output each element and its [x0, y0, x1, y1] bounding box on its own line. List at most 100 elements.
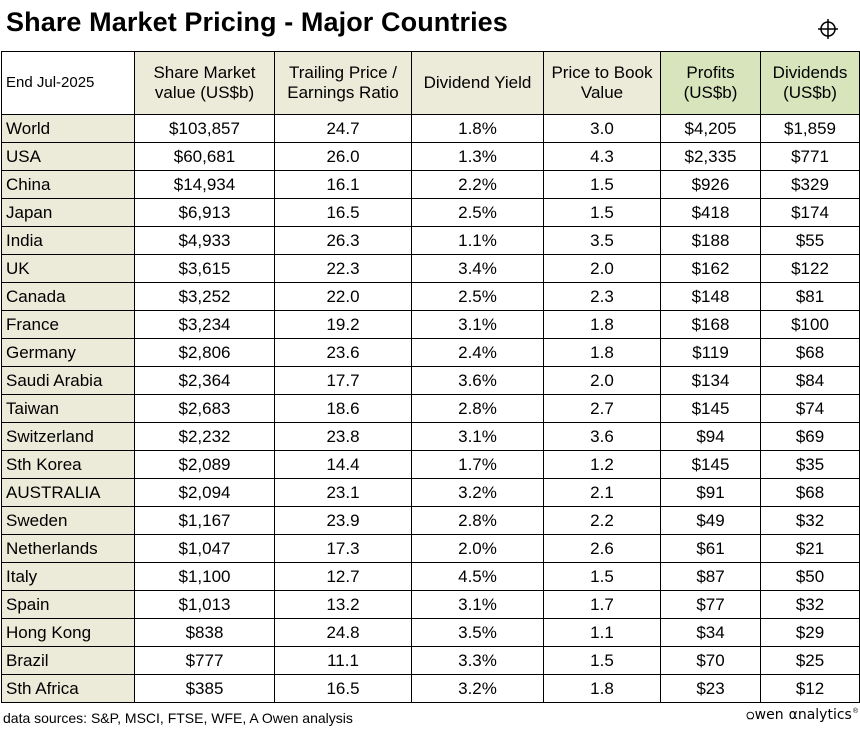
- price-to-book-cell: 3.0: [543, 114, 661, 143]
- table-row: UK $3,615 22.3 3.4% 2.0 $162 $122: [1, 254, 860, 283]
- profits-cell: $148: [660, 282, 761, 311]
- profits-cell: $145: [660, 394, 761, 423]
- pe-ratio-cell: 16.5: [274, 674, 412, 703]
- dividend-yield-cell: 2.0%: [411, 534, 544, 563]
- column-header-dividends: Dividends (US$b): [760, 51, 860, 115]
- profits-cell: $2,335: [660, 142, 761, 171]
- dividends-cell: $69: [760, 422, 860, 451]
- country-name: Canada: [1, 282, 135, 311]
- column-header-pe-ratio: Trailing Price / Earnings Ratio: [274, 51, 412, 115]
- dividends-cell: $21: [760, 534, 860, 563]
- country-name: AUSTRALIA: [1, 478, 135, 507]
- pe-ratio-cell: 22.0: [274, 282, 412, 311]
- price-to-book-cell: 2.0: [543, 254, 661, 283]
- price-to-book-cell: 3.5: [543, 226, 661, 255]
- price-to-book-cell: 1.2: [543, 450, 661, 479]
- table-row: Canada $3,252 22.0 2.5% 2.3 $148 $81: [1, 282, 860, 311]
- profits-cell: $168: [660, 310, 761, 339]
- dividend-yield-cell: 2.8%: [411, 394, 544, 423]
- table-row: Germany $2,806 23.6 2.4% 1.8 $119 $68: [1, 338, 860, 367]
- price-to-book-cell: 2.3: [543, 282, 661, 311]
- pe-ratio-cell: 26.3: [274, 226, 412, 255]
- column-header-dividend-yield: Dividend Yield: [411, 51, 544, 115]
- country-name: Sth Africa: [1, 674, 135, 703]
- profits-cell: $162: [660, 254, 761, 283]
- as-of-date-label: End Jul-2025: [1, 51, 135, 115]
- table-row: Hong Kong $838 24.8 3.5% 1.1 $34 $29: [1, 618, 860, 647]
- dividends-cell: $55: [760, 226, 860, 255]
- dividend-yield-cell: 3.3%: [411, 646, 544, 675]
- table-header-row: End Jul-2025 Share Market value (US$b) T…: [1, 51, 860, 115]
- dividend-yield-cell: 2.5%: [411, 198, 544, 227]
- market-value-cell: $2,094: [134, 478, 275, 507]
- dividends-cell: $25: [760, 646, 860, 675]
- profits-cell: $134: [660, 366, 761, 395]
- table-row: Brazil $777 11.1 3.3% 1.5 $70 $25: [1, 646, 860, 675]
- dividend-yield-cell: 3.2%: [411, 674, 544, 703]
- price-to-book-cell: 1.8: [543, 674, 661, 703]
- dividends-cell: $12: [760, 674, 860, 703]
- pe-ratio-cell: 23.6: [274, 338, 412, 367]
- price-to-book-cell: 1.1: [543, 618, 661, 647]
- market-value-cell: $3,615: [134, 254, 275, 283]
- pe-ratio-cell: 16.5: [274, 198, 412, 227]
- profits-cell: $61: [660, 534, 761, 563]
- country-name: Hong Kong: [1, 618, 135, 647]
- country-name: Japan: [1, 198, 135, 227]
- country-name: Italy: [1, 562, 135, 591]
- table-row: Taiwan $2,683 18.6 2.8% 2.7 $145 $74: [1, 394, 860, 423]
- country-name: USA: [1, 142, 135, 171]
- country-name: India: [1, 226, 135, 255]
- market-value-cell: $1,047: [134, 534, 275, 563]
- pe-ratio-cell: 18.6: [274, 394, 412, 423]
- profits-cell: $418: [660, 198, 761, 227]
- dividends-cell: $81: [760, 282, 860, 311]
- market-value-cell: $103,857: [134, 114, 275, 143]
- price-to-book-cell: 1.5: [543, 198, 661, 227]
- country-name: Germany: [1, 338, 135, 367]
- dividends-cell: $771: [760, 142, 860, 171]
- pe-ratio-cell: 14.4: [274, 450, 412, 479]
- dividends-cell: $122: [760, 254, 860, 283]
- dividends-cell: $32: [760, 506, 860, 535]
- price-to-book-cell: 2.7: [543, 394, 661, 423]
- market-value-cell: $6,913: [134, 198, 275, 227]
- dividend-yield-cell: 1.3%: [411, 142, 544, 171]
- pe-ratio-cell: 11.1: [274, 646, 412, 675]
- price-to-book-cell: 1.7: [543, 590, 661, 619]
- dividends-cell: $50: [760, 562, 860, 591]
- pe-ratio-cell: 17.3: [274, 534, 412, 563]
- market-value-cell: $3,252: [134, 282, 275, 311]
- market-value-cell: $14,934: [134, 170, 275, 199]
- pe-ratio-cell: 23.8: [274, 422, 412, 451]
- country-name: Sweden: [1, 506, 135, 535]
- dividends-cell: $29: [760, 618, 860, 647]
- pe-ratio-cell: 26.0: [274, 142, 412, 171]
- dividend-yield-cell: 3.1%: [411, 590, 544, 619]
- market-value-cell: $2,806: [134, 338, 275, 367]
- table-row: Japan $6,913 16.5 2.5% 1.5 $418 $174: [1, 198, 860, 227]
- dividend-yield-cell: 2.8%: [411, 506, 544, 535]
- market-value-cell: $3,234: [134, 310, 275, 339]
- profits-cell: $145: [660, 450, 761, 479]
- country-name: Saudi Arabia: [1, 366, 135, 395]
- pe-ratio-cell: 22.3: [274, 254, 412, 283]
- price-to-book-cell: 2.6: [543, 534, 661, 563]
- dividends-cell: $35: [760, 450, 860, 479]
- price-to-book-cell: 1.5: [543, 646, 661, 675]
- table-row: Sth Korea $2,089 14.4 1.7% 1.2 $145 $35: [1, 450, 860, 479]
- dividend-yield-cell: 3.4%: [411, 254, 544, 283]
- table-row: Spain $1,013 13.2 3.1% 1.7 $77 $32: [1, 590, 860, 619]
- data-sources-footnote: data sources: S&P, MSCI, FTSE, WFE, A Ow…: [3, 710, 353, 726]
- market-value-cell: $2,683: [134, 394, 275, 423]
- dividends-cell: $1,859: [760, 114, 860, 143]
- crosshair-icon: [818, 19, 838, 39]
- market-value-cell: $777: [134, 646, 275, 675]
- country-name: World: [1, 114, 135, 143]
- registered-mark: ®: [852, 708, 858, 715]
- table-row: Italy $1,100 12.7 4.5% 1.5 $87 $50: [1, 562, 860, 591]
- pe-ratio-cell: 16.1: [274, 170, 412, 199]
- price-to-book-cell: 1.5: [543, 562, 661, 591]
- table-body: World $103,857 24.7 1.8% 3.0 $4,205 $1,859 USA $…: [1, 114, 860, 703]
- price-to-book-cell: 3.6: [543, 422, 661, 451]
